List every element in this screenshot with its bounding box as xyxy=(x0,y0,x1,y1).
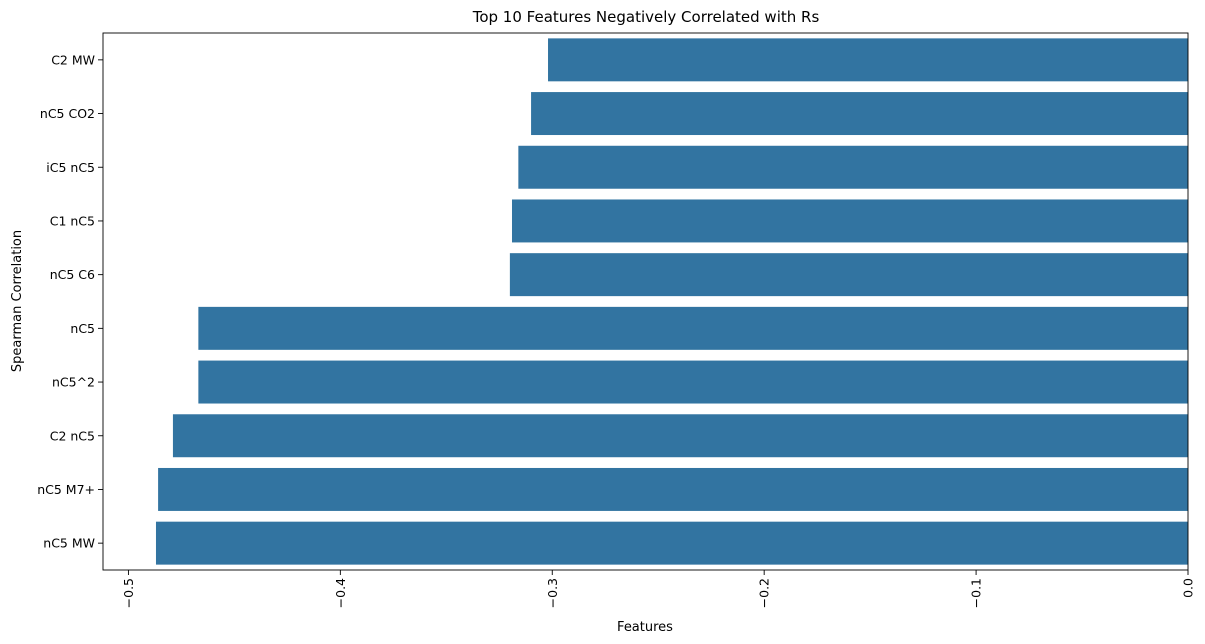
y-ticks-group: C2 MW nC5 CO2 iC5 nC5 C1 nC5 nC5 C6 nC5 nC5^2 C… xyxy=(37,52,103,551)
chart-title: Top 10 Features Negatively Correlated wi… xyxy=(472,8,820,26)
y-tick-label: nC5 C6 xyxy=(50,267,95,282)
bar-4 xyxy=(509,253,1188,297)
bars-group xyxy=(155,38,1188,565)
y-axis-label: Spearman Correlation xyxy=(10,230,25,372)
bar-3 xyxy=(511,199,1188,243)
bar-2 xyxy=(518,145,1188,189)
bar-1 xyxy=(531,92,1188,136)
y-tick-label: C2 nC5 xyxy=(50,428,95,443)
x-tick-label: −0.2 xyxy=(757,578,772,608)
y-tick-label: C1 nC5 xyxy=(50,213,95,228)
bar-5 xyxy=(198,306,1188,350)
bar-0 xyxy=(548,38,1188,82)
bar-7 xyxy=(172,414,1188,458)
y-tick-label: nC5 M7+ xyxy=(37,482,95,497)
y-tick-label: nC5 MW xyxy=(43,536,95,551)
y-tick-label: iC5 nC5 xyxy=(46,160,95,175)
x-tick-label: 0.0 xyxy=(1181,578,1196,598)
bar-6 xyxy=(198,360,1188,404)
x-tick-label: −0.1 xyxy=(969,578,984,608)
x-tick-label: −0.5 xyxy=(121,578,136,608)
plot-frame xyxy=(102,32,1189,571)
y-tick-label: nC5^2 xyxy=(52,375,95,390)
bar-8 xyxy=(158,467,1188,511)
x-ticks-group: −0.5 −0.4 −0.3 −0.2 −0.1 0.0 xyxy=(121,570,1196,608)
y-tick-label: C2 MW xyxy=(51,52,95,67)
x-tick-label: −0.3 xyxy=(545,578,560,608)
y-tick-label: nC5 xyxy=(70,321,95,336)
bar-9 xyxy=(155,521,1188,565)
x-tick-label: −0.4 xyxy=(333,578,348,608)
x-axis-label: Features xyxy=(617,620,673,635)
y-tick-label: nC5 CO2 xyxy=(40,106,95,121)
